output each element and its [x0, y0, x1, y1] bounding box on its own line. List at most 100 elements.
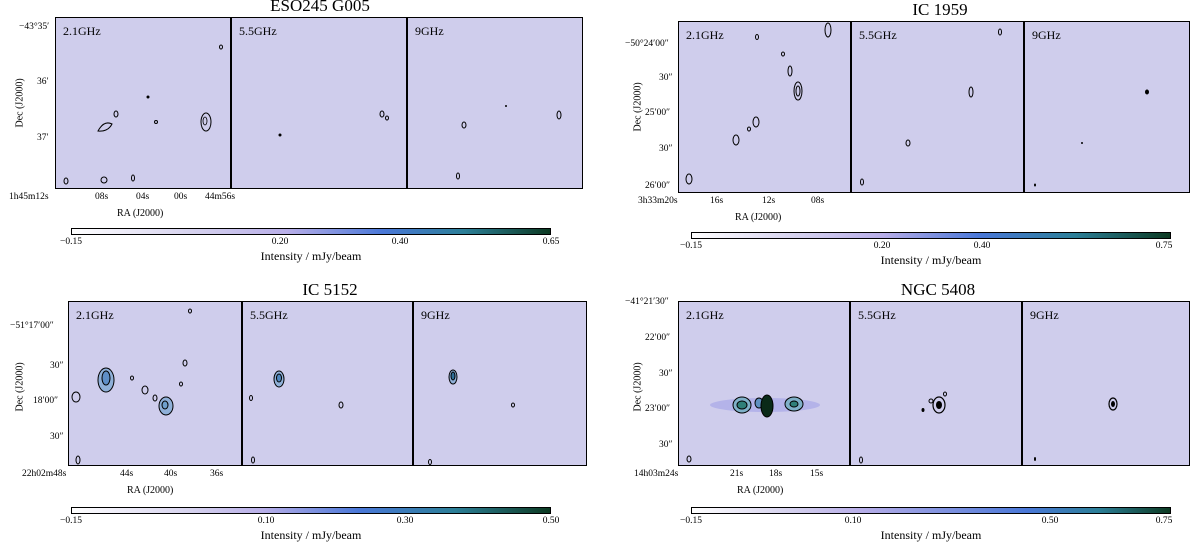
y-tick: −41°21′30″ — [625, 297, 669, 307]
x-tick: 44m56s — [205, 192, 236, 202]
y-tick: −50°24′00″ — [625, 39, 669, 49]
x-axis-label: RA (J2000) — [127, 485, 174, 496]
colorbar-label: Intensity / mJy/beam — [260, 249, 362, 263]
contour-plot — [686, 394, 820, 463]
colorbar-label: Intensity / mJy/beam — [880, 528, 982, 542]
x-tick: 40s — [164, 469, 178, 479]
colorbar-tick: 0.50 — [542, 516, 560, 526]
figure-title-ngc5408: NGC 5408 — [900, 280, 976, 299]
y-tick: −51°17′00″ — [10, 321, 54, 331]
colorbar-tick: 0.40 — [391, 237, 409, 247]
contour-plot — [456, 105, 562, 180]
freq-label: 2.1GHz — [686, 308, 724, 322]
contour-plot — [1034, 397, 1118, 461]
contour-plot — [71, 308, 192, 465]
colorbar-tick: −0.15 — [60, 237, 82, 247]
colorbar-tick: −0.15 — [680, 241, 702, 251]
x-axis-label: RA (J2000) — [117, 208, 164, 219]
panel-ngc5408-5ghz: 5.5GHz — [850, 301, 1022, 466]
y-tick: 30″ — [659, 73, 673, 83]
x-axis-label: RA (J2000) — [737, 485, 784, 496]
panel-ic5152-2ghz: 2.1GHz — [68, 301, 242, 466]
colorbar-tick: −0.15 — [680, 516, 702, 526]
y-tick: 22′00″ — [645, 333, 671, 343]
panel-ic5152-5ghz: 5.5GHz — [242, 301, 413, 466]
contour-plot — [249, 370, 344, 464]
panel-ngc5408-2ghz: 2.1GHz — [678, 301, 850, 466]
colorbar-tick: 0.20 — [873, 241, 891, 251]
x-tick: 14h03m24s — [634, 469, 679, 479]
colorbar-tick: 0.30 — [396, 516, 414, 526]
x-tick: 3h33m20s — [638, 196, 678, 206]
freq-label: 9GHz — [1032, 28, 1061, 42]
colorbar-ic5152 — [71, 507, 551, 514]
y-tick: 30″ — [50, 432, 64, 442]
panel-ic5152-9ghz: 9GHz — [413, 301, 587, 466]
colorbar-ic1959 — [691, 232, 1171, 239]
contour-plot — [63, 44, 223, 185]
x-tick: 08s — [811, 196, 825, 206]
x-tick: 1h45m12s — [9, 192, 49, 202]
colorbar-ngc5408 — [691, 507, 1171, 514]
y-tick: 30″ — [659, 440, 673, 450]
colorbar-tick: 0.20 — [271, 237, 289, 247]
contour-plot — [278, 110, 389, 137]
colorbar-tick: 0.75 — [1155, 516, 1173, 526]
contour-plot — [1034, 89, 1149, 187]
panel-ngc5408-9ghz: 9GHz — [1022, 301, 1190, 466]
colorbar-tick: 0.10 — [844, 516, 862, 526]
colorbar-tick: 0.65 — [542, 237, 560, 247]
y-tick: 25′00″ — [645, 108, 671, 118]
x-tick: 36s — [210, 469, 224, 479]
panel-ic1959-9ghz: 9GHz — [1024, 21, 1190, 193]
panel-eso245-5ghz: 5.5GHz — [231, 17, 407, 189]
x-tick: 21s — [730, 469, 744, 479]
freq-label: 2.1GHz — [686, 28, 724, 42]
contour-plot — [685, 22, 832, 185]
panel-ic1959-5ghz: 5.5GHz — [851, 21, 1024, 193]
freq-label: 9GHz — [421, 308, 450, 322]
contour-plot — [428, 369, 515, 465]
y-axis-label: Dec (J2000) — [14, 78, 26, 128]
x-tick: 00s — [174, 192, 188, 202]
x-tick: 04s — [136, 192, 150, 202]
x-tick: 08s — [95, 192, 109, 202]
x-axis-label: RA (J2000) — [735, 212, 782, 223]
x-tick: 16s — [710, 196, 724, 206]
colorbar-tick: −0.15 — [60, 516, 82, 526]
panel-ic1959-2ghz: 2.1GHz — [678, 21, 851, 193]
panel-eso245-2ghz: 2.1GHz — [55, 17, 231, 189]
y-tick: 18′00″ — [33, 396, 59, 406]
y-axis-label: Dec (J2000) — [632, 82, 644, 132]
x-tick: 15s — [810, 469, 824, 479]
y-tick: 23′00″ — [645, 404, 671, 414]
freq-label: 9GHz — [1030, 308, 1059, 322]
x-tick: 18s — [769, 469, 783, 479]
y-tick: 30″ — [659, 144, 673, 154]
freq-label: 5.5GHz — [239, 24, 277, 38]
colorbar-eso245 — [71, 228, 551, 235]
y-tick: 30″ — [50, 361, 64, 371]
colorbar-tick: 0.40 — [973, 241, 991, 251]
freq-label: 5.5GHz — [250, 308, 288, 322]
x-tick: 44s — [120, 469, 134, 479]
colorbar-label: Intensity / mJy/beam — [260, 528, 362, 542]
contour-plot — [859, 391, 947, 464]
figure-title-eso245: ESO245 G005 — [270, 0, 370, 15]
contour-plot — [860, 28, 1002, 186]
y-tick: −43°35′ — [19, 22, 50, 32]
freq-label: 9GHz — [415, 24, 444, 38]
y-axis-label: Dec (J2000) — [14, 362, 26, 412]
panel-eso245-9ghz: 9GHz — [407, 17, 583, 189]
y-tick: 37′ — [37, 133, 49, 143]
x-tick: 22h02m48s — [22, 469, 67, 479]
colorbar-tick: 0.50 — [1041, 516, 1059, 526]
figure-title-ic5152: IC 5152 — [302, 280, 358, 299]
colorbar-tick: 0.10 — [257, 516, 275, 526]
colorbar-label: Intensity / mJy/beam — [880, 253, 982, 267]
y-tick: 30″ — [659, 369, 673, 379]
y-tick: 26′00″ — [645, 181, 671, 191]
freq-label: 5.5GHz — [859, 28, 897, 42]
freq-label: 5.5GHz — [858, 308, 896, 322]
